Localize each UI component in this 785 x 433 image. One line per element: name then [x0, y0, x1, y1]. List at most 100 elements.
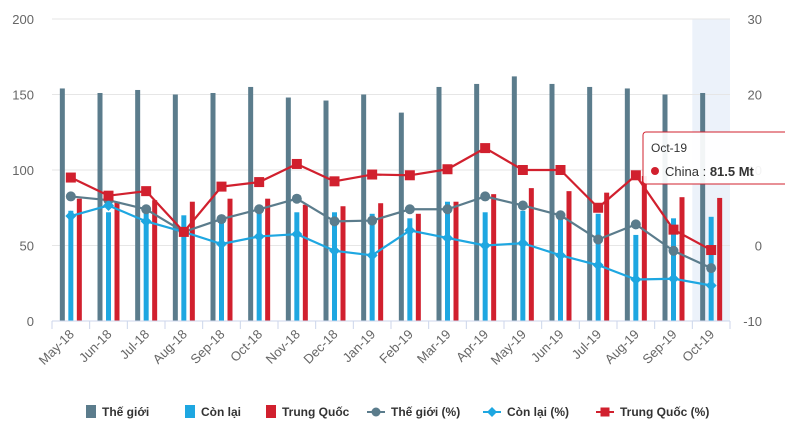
- bar: [294, 212, 300, 321]
- legend-item[interactable]: Trung Quốc: [266, 405, 350, 419]
- line-point: [291, 193, 302, 204]
- legend-item[interactable]: Thế giới: [86, 405, 149, 419]
- line-point: [216, 214, 227, 225]
- line-point: [404, 224, 416, 236]
- bar: [106, 212, 111, 321]
- legend-marker: [371, 407, 381, 417]
- series-line: [70, 147, 712, 251]
- line-point: [517, 200, 528, 211]
- bar: [323, 100, 329, 321]
- bar: [219, 215, 224, 321]
- line-point: [668, 245, 679, 256]
- legend-item[interactable]: Còn lại: [185, 405, 241, 419]
- tooltip-label: China: [665, 164, 700, 179]
- bar: [520, 210, 526, 321]
- bar: [407, 218, 413, 321]
- bar: [378, 203, 384, 321]
- line-point: [404, 204, 415, 215]
- legend-item[interactable]: Còn lại (%): [483, 405, 569, 419]
- line-point: [329, 245, 340, 257]
- line-point: [404, 170, 415, 181]
- legend-label: Trung Quốc: [282, 405, 350, 419]
- bars: [59, 76, 723, 322]
- legend-item[interactable]: Trung Quốc (%): [596, 405, 709, 419]
- tooltip-dot: [651, 167, 659, 175]
- line-point: [630, 219, 641, 230]
- line-point: [517, 237, 529, 249]
- series-line: [70, 195, 712, 270]
- bar: [398, 112, 404, 322]
- bar: [482, 212, 488, 321]
- x-tick-label: Feb-19: [376, 327, 416, 367]
- x-tick-label: Jun-19: [528, 327, 567, 366]
- legend-swatch: [185, 405, 195, 418]
- line-point: [555, 249, 566, 261]
- bar: [285, 97, 291, 322]
- line-point: [517, 165, 528, 175]
- legend-label: Thế giới (%): [391, 405, 460, 419]
- line-point: [630, 170, 641, 181]
- line-point: [366, 249, 378, 261]
- line-point: [668, 224, 679, 235]
- bar: [248, 86, 254, 321]
- bar: [369, 213, 375, 321]
- bar: [679, 197, 685, 321]
- line-point: [593, 234, 604, 245]
- line-point: [291, 228, 303, 240]
- line-point: [216, 238, 227, 250]
- series-line: [70, 204, 712, 287]
- bar: [549, 83, 555, 322]
- bar: [604, 192, 610, 321]
- line-point: [329, 216, 340, 227]
- bar: [558, 212, 563, 321]
- bar: [227, 198, 233, 321]
- legend-label: Còn lại: [201, 405, 241, 419]
- legend-label: Còn lại (%): [507, 405, 569, 419]
- line-point: [593, 202, 604, 213]
- legend-swatch: [266, 405, 276, 418]
- line-point: [254, 204, 265, 215]
- bar: [453, 201, 459, 321]
- line-point: [706, 263, 717, 274]
- line-point: [668, 273, 679, 285]
- line-point: [442, 232, 453, 244]
- bar: [172, 94, 178, 321]
- tooltip-sep: :: [699, 164, 710, 179]
- bar: [302, 204, 308, 321]
- bar: [717, 197, 723, 321]
- line-point: [65, 210, 77, 222]
- legend[interactable]: Thế giới Còn lại Trung Quốc Thế giới (%) Còn…: [86, 405, 709, 419]
- line-point: [555, 210, 566, 221]
- lines: [65, 143, 717, 292]
- line-point: [140, 215, 152, 227]
- line-point: [480, 143, 491, 154]
- line-point: [141, 204, 152, 215]
- line-point: [103, 190, 114, 201]
- bar: [114, 201, 120, 321]
- right-tick-label: -10: [743, 314, 762, 329]
- left-tick-label: 50: [20, 239, 34, 254]
- legend-item[interactable]: Thế giới (%): [367, 405, 460, 419]
- bar: [700, 92, 706, 322]
- tooltip-title: Oct-19: [651, 141, 687, 155]
- x-tick-label: Mar-19: [414, 327, 454, 367]
- x-tick-label: Apr-19: [453, 327, 491, 365]
- bar: [436, 86, 442, 321]
- line-point: [592, 259, 604, 271]
- line-point: [705, 280, 717, 292]
- line-point: [65, 191, 76, 202]
- line-point: [706, 245, 717, 256]
- bar: [181, 215, 187, 321]
- bar: [511, 76, 517, 321]
- line-point: [141, 186, 152, 197]
- line-point: [367, 215, 378, 226]
- line-point: [479, 240, 491, 251]
- bar: [59, 88, 65, 322]
- bar: [265, 198, 271, 321]
- x-tick-label: May-19: [488, 327, 529, 368]
- line-point: [291, 158, 302, 169]
- x-tick-label: Oct-18: [227, 327, 265, 365]
- x-tick-label: Jan-19: [340, 327, 379, 366]
- bar: [340, 206, 346, 321]
- bar: [210, 92, 216, 322]
